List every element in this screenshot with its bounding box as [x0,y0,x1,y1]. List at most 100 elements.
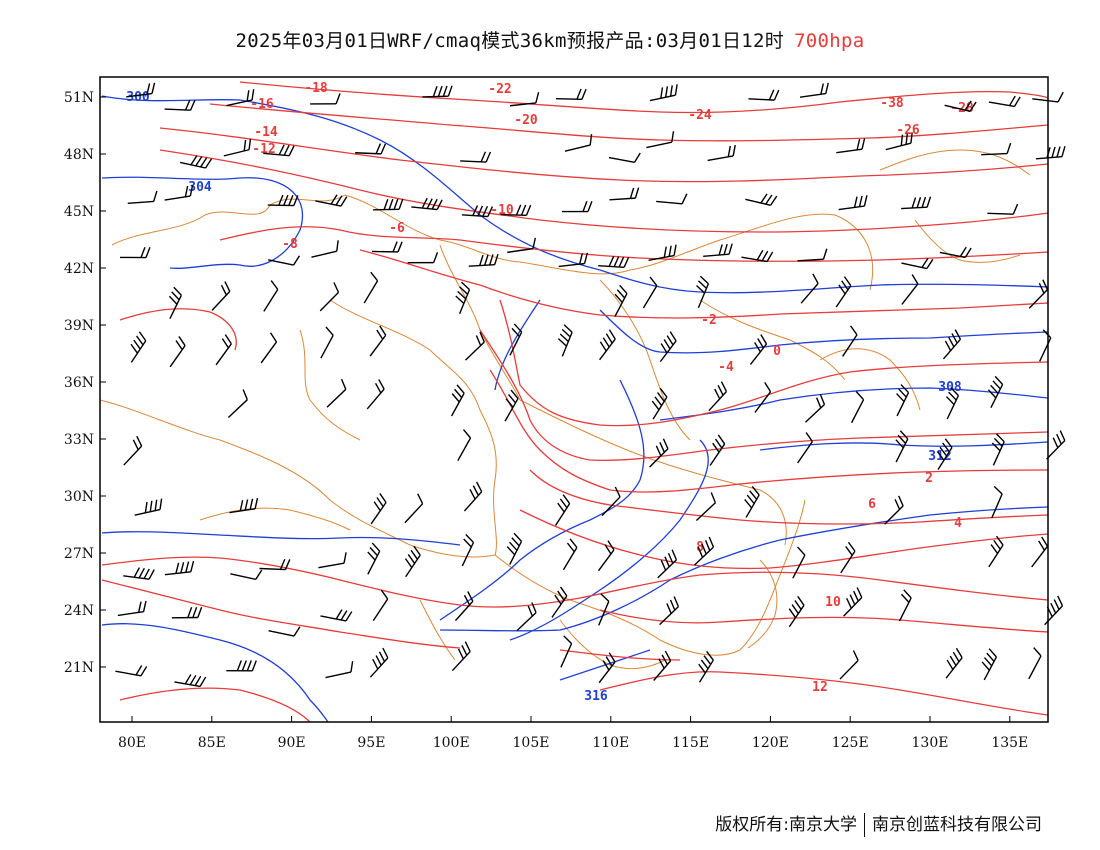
lon-tick-label: 135E [991,735,1028,751]
wind-barb [229,497,259,514]
wind-barb [369,325,387,357]
wind-barb [115,665,148,677]
wind-barb [372,241,403,253]
wind-barb [169,336,186,368]
wind-barb [885,132,913,151]
lat-tick-label: 51N [64,90,94,106]
lat-tick-label: 33N [64,432,94,448]
map-title: 2025年03月01日WRF/cmaq模式36km预报产品:03月01日12时 7… [0,26,1100,53]
latitude-axis: 21N 24N 27N 30N 33N 36N 39N 42N 45N 48N 51N [64,90,106,676]
wind-barb [836,138,866,154]
temperature-label: -2 [701,313,717,328]
lat-tick-label: 39N [64,318,94,334]
wind-barb [981,648,998,681]
temperature-label: -10 [490,203,514,218]
wind-barb [598,652,616,684]
wind-barb [407,252,439,264]
temperature-label: -22 [488,82,511,97]
wind-barb [744,485,760,518]
wind-barb [1031,536,1049,568]
wind-barb [320,326,334,359]
wind-barb [558,252,589,268]
wind-barb [797,248,828,262]
wind-barb [123,567,155,580]
wind-barb [263,144,295,157]
lon-tick-label: 110E [592,735,629,751]
wind-barb [988,535,1004,568]
longitude-axis: 80E 85E 90E 95E 100E 105E 110E 115E 120E 125E 130E… [118,716,1028,751]
wind-barb [120,247,151,259]
wind-barb [745,193,778,206]
wind-barb [180,155,213,169]
lat-tick-label: 30N [64,489,94,505]
wind-barb [355,143,387,155]
temperature-label: -4 [718,360,734,375]
wind-barb [659,596,680,626]
wind-barb [987,203,1019,215]
lat-tick-label: 21N [64,660,94,676]
wind-barb [171,606,203,619]
wind-barb [835,276,852,308]
temperature-label: 4 [954,516,962,531]
wind-barb [1032,91,1064,103]
wind-barb [642,276,658,309]
wind-barb [500,204,532,216]
lon-tick-label: 80E [118,735,146,751]
wind-barb [211,281,231,311]
wind-barb [842,325,858,357]
wind-barb [319,282,340,312]
wind-barb [263,280,279,312]
temperature-label: -8 [282,237,298,252]
wind-barb [455,281,471,314]
wind-barb [504,389,519,422]
wind-barb [320,609,353,622]
lon-tick-label: 125E [832,735,869,751]
wind-barb [310,93,341,105]
wind-barb [709,434,726,466]
wind-barb [557,324,573,357]
wind-barb [454,591,474,622]
wind-barb [800,273,819,304]
temperature-label: 12 [812,680,828,695]
height-labels: 300 304 308 312 316 [126,90,962,704]
wind-barb [850,391,865,424]
wind-barb [267,194,299,207]
wind-barb [991,433,1005,466]
wind-barb [373,198,404,211]
wind-barb [507,237,537,254]
wind-barb [804,394,826,423]
wind-barb [127,190,158,204]
wind-barb [614,284,628,317]
wind-barb [901,257,934,270]
wind-barb [164,185,194,201]
wind-barb [646,131,675,149]
wind-barb [788,595,805,628]
wind-barb [648,244,677,262]
lat-tick-label: 36N [64,375,94,391]
wind-barb [649,84,678,102]
temperature-label: -6 [389,221,405,236]
wind-barb [369,647,389,678]
temperature-label: 10 [825,595,841,610]
wind-barb [311,240,339,258]
wind-barb [797,432,813,464]
wind-barb [174,674,207,688]
title-main: 2025年03月01日WRF/cmaq模式36km预报产品:03月01日12时 [235,30,785,52]
wind-barb [230,569,263,581]
wind-barb [223,138,252,157]
title-level: 700hpa [794,30,865,52]
wind-barb [799,82,829,98]
wind-barb [901,274,919,305]
temperature-label: 8 [696,540,704,555]
wind-barb [555,494,571,526]
wind-barb [884,495,904,525]
wind-barb [749,334,768,365]
wind-barb [564,134,593,152]
wind-barb [468,253,499,267]
wind-barb [741,249,774,263]
wind-barb [461,534,475,567]
wind-barb [1028,647,1042,680]
wind-barb [598,593,610,626]
lon-tick-label: 120E [752,735,789,751]
